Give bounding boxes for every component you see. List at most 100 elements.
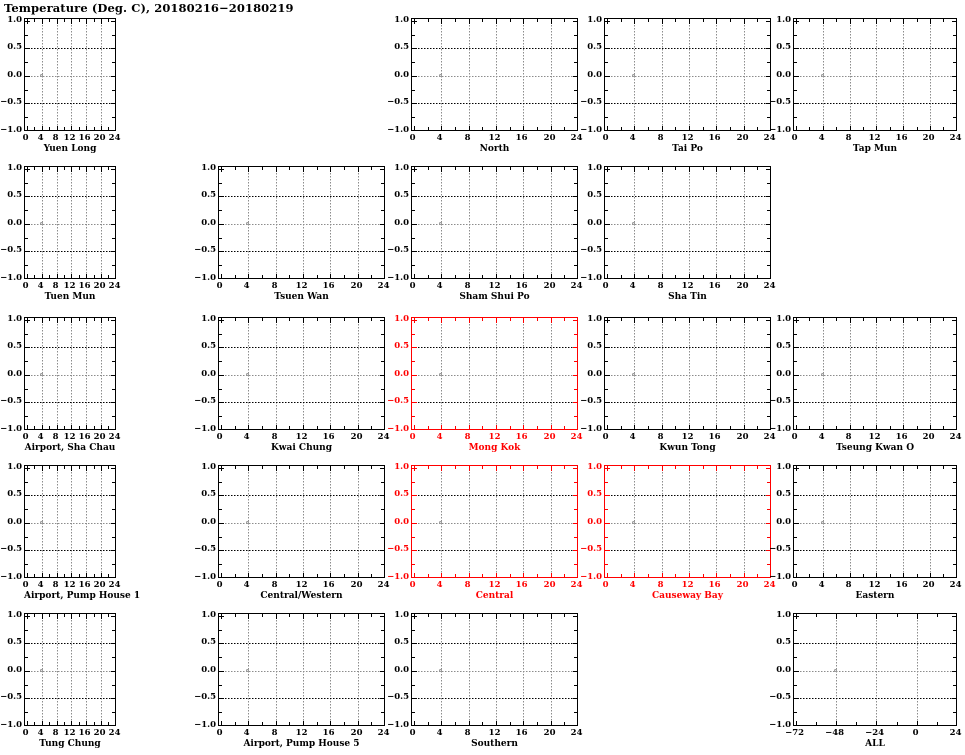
x-tick-label: 12 bbox=[488, 133, 501, 143]
y-major-tick bbox=[572, 401, 577, 403]
origin-marker bbox=[834, 669, 838, 673]
x-minor-tick bbox=[316, 275, 318, 278]
y-minor-tick bbox=[794, 629, 797, 631]
panel-causeway-bay[interactable]: 1.0 0.5 0.0 −0.5 −1.0 0 4 8 12 16 20 24 Causeway Bay bbox=[580, 453, 775, 606]
x-tick-label: 12 bbox=[681, 281, 694, 291]
panel-eastern[interactable]: 1.0 0.5 0.0 −0.5 −1.0 0 4 8 12 16 20 24 Eastern bbox=[769, 453, 961, 606]
panel-kwun-tong[interactable]: 1.0 0.5 0.0 −0.5 −1.0 0 4 8 12 16 20 24 Kwun Tong bbox=[580, 305, 775, 458]
x-minor-tick bbox=[536, 722, 538, 725]
panel-tseung-kwan-o[interactable]: 1.0 0.5 0.0 −0.5 −1.0 0 4 8 12 16 20 24 Tseung Kwan … bbox=[769, 305, 961, 458]
x-minor-tick bbox=[427, 426, 429, 429]
y-major-tick bbox=[25, 522, 30, 524]
x-major-tick bbox=[56, 318, 58, 323]
panel-all[interactable]: 1.0 0.5 0.0 −0.5 −1.0 −72 −48 −24 0 24 ALL bbox=[769, 601, 961, 754]
x-minor-tick bbox=[647, 426, 649, 429]
vertical-gridline bbox=[468, 318, 470, 429]
x-major-tick bbox=[26, 273, 28, 278]
horizontal-gridline bbox=[412, 47, 577, 49]
plot-area[interactable] bbox=[793, 465, 957, 578]
y-major-tick bbox=[605, 549, 610, 551]
y-minor-tick bbox=[767, 264, 770, 266]
y-minor-tick bbox=[953, 684, 956, 686]
x-tick-label: 8 bbox=[271, 728, 278, 738]
plot-area[interactable] bbox=[604, 317, 771, 430]
panel-airport-sha-chau[interactable]: 1.0 0.5 0.0 −0.5 −1.0 0 4 8 12 16 20 24 Airport, Sha… bbox=[0, 305, 120, 458]
plot-area[interactable] bbox=[411, 613, 578, 726]
horizontal-gridline bbox=[412, 195, 577, 197]
x-major-tick bbox=[440, 466, 442, 471]
plot-area[interactable] bbox=[218, 465, 385, 578]
panel-yuen-long[interactable]: 1.0 0.5 0.0 −0.5 −1.0 0 4 8 12 16 20 24 Yuen Long bbox=[0, 6, 120, 159]
x-minor-tick bbox=[343, 574, 345, 577]
x-minor-tick bbox=[370, 167, 372, 170]
panel-tsuen-wan[interactable]: 1.0 0.5 0.0 −0.5 −1.0 0 4 8 12 16 20 24 Tsuen Wan bbox=[194, 154, 389, 307]
x-major-tick bbox=[875, 318, 877, 323]
x-minor-tick bbox=[481, 19, 483, 22]
plot-area[interactable] bbox=[793, 317, 957, 430]
plot-area[interactable] bbox=[411, 166, 578, 279]
plot-area[interactable] bbox=[411, 317, 578, 430]
plot-area[interactable] bbox=[793, 613, 957, 726]
x-minor-tick bbox=[78, 426, 80, 429]
y-major-tick bbox=[572, 195, 577, 197]
y-major-tick bbox=[110, 494, 115, 496]
panel-sham-shui-po[interactable]: 1.0 0.5 0.0 −0.5 −1.0 0 4 8 12 16 20 24 Sham Shui Po bbox=[387, 154, 582, 307]
plot-area[interactable] bbox=[218, 166, 385, 279]
plot-area[interactable] bbox=[604, 465, 771, 578]
panel-airport-pump-house-1[interactable]: 1.0 0.5 0.0 −0.5 −1.0 0 4 8 12 16 20 24 Airport, Pum… bbox=[0, 453, 140, 606]
x-major-tick bbox=[468, 572, 470, 577]
panel-tuen-mun[interactable]: 1.0 0.5 0.0 −0.5 −1.0 0 4 8 12 16 20 24 Tuen Mun bbox=[0, 154, 120, 307]
x-tick-label: 8 bbox=[657, 432, 664, 442]
plot-area[interactable] bbox=[218, 613, 385, 726]
y-major-tick bbox=[572, 642, 577, 644]
vertical-gridline bbox=[715, 19, 717, 130]
x-minor-tick bbox=[674, 19, 676, 22]
plot-area[interactable] bbox=[24, 166, 116, 279]
plot-area[interactable] bbox=[411, 18, 578, 131]
x-minor-tick bbox=[563, 127, 565, 130]
panel-central[interactable]: 1.0 0.5 0.0 −0.5 −1.0 0 4 8 12 16 20 24 Central bbox=[387, 453, 582, 606]
plot-area[interactable] bbox=[24, 18, 116, 131]
x-tick-label: 24 bbox=[570, 580, 583, 590]
x-tick-label: 4 bbox=[243, 580, 250, 590]
panel-tap-mun[interactable]: 1.0 0.5 0.0 −0.5 −1.0 0 4 8 12 16 20 24 Tap Mun bbox=[769, 6, 961, 159]
plot-area[interactable] bbox=[793, 18, 957, 131]
horizontal-gridline bbox=[605, 549, 770, 551]
y-minor-tick bbox=[219, 711, 222, 713]
x-tick-label: 0 bbox=[216, 432, 223, 442]
y-tick-label: 0.5 bbox=[587, 488, 602, 499]
x-tick-label: 4 bbox=[243, 432, 250, 442]
x-minor-tick bbox=[107, 574, 109, 577]
plot-area[interactable] bbox=[218, 317, 385, 430]
horizontal-gridline bbox=[25, 374, 115, 376]
y-tick-label: 1.0 bbox=[201, 313, 216, 324]
y-minor-tick bbox=[381, 536, 384, 538]
y-tick-label: −0.5 bbox=[580, 395, 602, 406]
panel-central-western[interactable]: 1.0 0.5 0.0 −0.5 −1.0 0 4 8 12 16 20 24 Central/West… bbox=[194, 453, 389, 606]
panel-tung-chung[interactable]: 1.0 0.5 0.0 −0.5 −1.0 0 4 8 12 16 20 24 Tung Chung bbox=[0, 601, 120, 754]
x-major-tick bbox=[633, 167, 635, 172]
panel-airport-pump-house-5[interactable]: 1.0 0.5 0.0 −0.5 −1.0 0 4 8 12 16 20 24 Airport, Pum… bbox=[194, 601, 389, 754]
panel-north[interactable]: 1.0 0.5 0.0 −0.5 −1.0 0 4 8 12 16 20 24 North bbox=[387, 6, 582, 159]
plot-area[interactable] bbox=[604, 18, 771, 131]
y-major-tick bbox=[605, 168, 610, 170]
y-major-tick bbox=[765, 223, 770, 225]
y-major-tick bbox=[765, 250, 770, 252]
panel-kwai-chung[interactable]: 1.0 0.5 0.0 −0.5 −1.0 0 4 8 12 16 20 24 Kwai Chung bbox=[194, 305, 389, 458]
y-minor-tick bbox=[794, 333, 797, 335]
plot-area[interactable] bbox=[24, 465, 116, 578]
plot-area[interactable] bbox=[411, 465, 578, 578]
panel-mong-kok[interactable]: 1.0 0.5 0.0 −0.5 −1.0 0 4 8 12 16 20 24 Mong Kok bbox=[387, 305, 582, 458]
panel-sha-tin[interactable]: 1.0 0.5 0.0 −0.5 −1.0 0 4 8 12 16 20 24 Sha Tin bbox=[580, 154, 775, 307]
plot-area[interactable] bbox=[604, 166, 771, 279]
panel-southern[interactable]: 1.0 0.5 0.0 −0.5 −1.0 0 4 8 12 16 20 24 Southern bbox=[387, 601, 582, 754]
x-major-tick bbox=[26, 125, 28, 130]
x-tick-label: 16 bbox=[708, 432, 721, 442]
x-major-tick bbox=[85, 614, 87, 619]
plot-area[interactable] bbox=[24, 613, 116, 726]
x-major-tick bbox=[633, 424, 635, 429]
y-minor-tick bbox=[953, 89, 956, 91]
y-minor-tick bbox=[25, 481, 28, 483]
plot-area[interactable] bbox=[24, 317, 116, 430]
panel-tai-po[interactable]: 1.0 0.5 0.0 −0.5 −1.0 0 4 8 12 16 20 24 Tai Po bbox=[580, 6, 775, 159]
